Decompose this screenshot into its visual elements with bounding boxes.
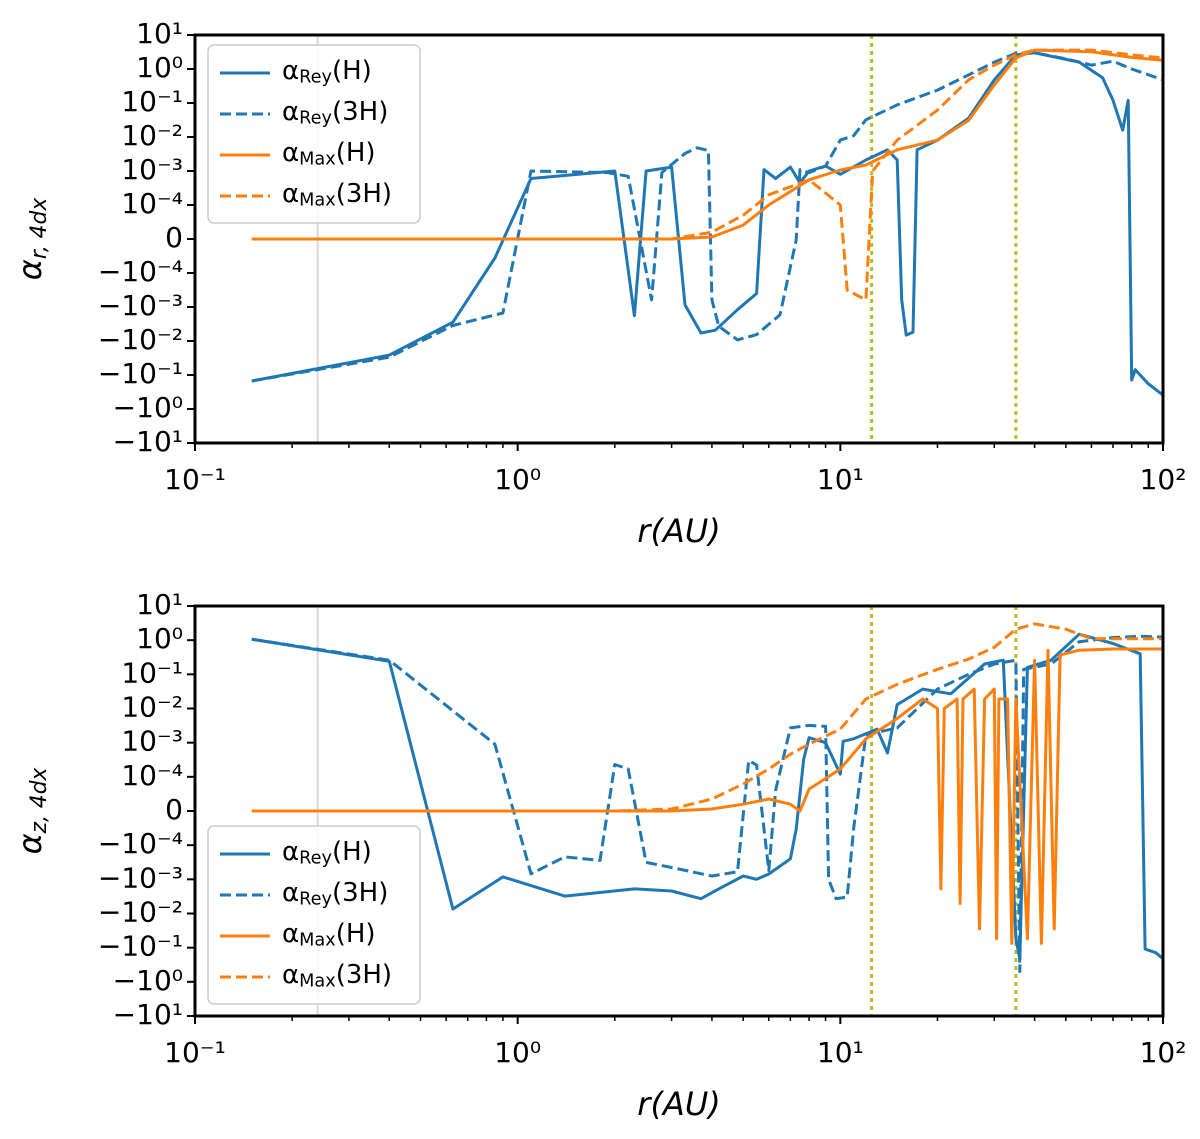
series-line bbox=[251, 634, 1163, 973]
x-tick-label: 10⁰ bbox=[494, 463, 541, 496]
y-tick-label: 10⁻¹ bbox=[121, 656, 183, 689]
y-tick-label: 10⁻⁴ bbox=[121, 759, 183, 792]
y-tick-label: −10⁻¹ bbox=[98, 930, 183, 963]
y-tick-label: −10¹ bbox=[113, 425, 183, 458]
plot-lines bbox=[251, 48, 1163, 397]
y-tick-label: 10⁰ bbox=[136, 622, 183, 655]
legend-label: αMax(H) bbox=[282, 138, 376, 170]
series-line bbox=[251, 622, 1163, 813]
y-tick-label: −10⁻² bbox=[98, 896, 183, 929]
series-line bbox=[251, 647, 1163, 945]
legend-box bbox=[207, 44, 421, 224]
x-axis-label: r(AU) bbox=[637, 1085, 720, 1123]
legend-label: αMax(H) bbox=[282, 919, 376, 951]
legend-label: αRey(3H) bbox=[282, 878, 388, 910]
y-tick-label: −10¹ bbox=[113, 998, 183, 1031]
y-tick-label: 0 bbox=[165, 221, 183, 254]
legend-label: αMax(3H) bbox=[282, 960, 392, 992]
legend-label: αRey(H) bbox=[282, 56, 372, 88]
y-tick-label: −10⁻² bbox=[98, 323, 183, 356]
y-tick-label: −10⁻³ bbox=[98, 289, 183, 322]
y-tick-label: −10⁰ bbox=[113, 964, 183, 997]
y-tick-label: −10⁻⁴ bbox=[98, 255, 183, 288]
legend-label: αRey(3H) bbox=[282, 97, 388, 129]
y-tick-label: 10⁻⁴ bbox=[121, 187, 183, 220]
y-tick-label: 10⁻² bbox=[121, 119, 183, 152]
x-tick-label: 10⁰ bbox=[494, 1036, 541, 1069]
y-axis-label: αz, 4dx bbox=[11, 766, 52, 854]
y-tick-label: 10⁰ bbox=[136, 51, 183, 84]
y-tick-label: 10¹ bbox=[136, 588, 183, 621]
x-tick-label: 10⁻¹ bbox=[164, 1036, 226, 1069]
x-axis-label: r(AU) bbox=[637, 512, 720, 550]
x-tick-label: 10² bbox=[1140, 1036, 1187, 1069]
y-tick-label: 0 bbox=[165, 793, 183, 826]
plot-lines bbox=[251, 622, 1163, 973]
y-tick-label: 10⁻³ bbox=[121, 153, 183, 186]
legend-label: αMax(3H) bbox=[282, 179, 392, 211]
y-tick-label: 10⁻³ bbox=[121, 725, 183, 758]
series-line bbox=[251, 632, 1163, 961]
x-tick-label: 10¹ bbox=[817, 1036, 864, 1069]
x-tick-label: 10⁻¹ bbox=[164, 463, 226, 496]
series-line bbox=[251, 48, 1163, 302]
y-tick-label: −10⁻³ bbox=[98, 861, 183, 894]
y-tick-label: 10¹ bbox=[136, 17, 183, 50]
y-tick-label: −10⁰ bbox=[113, 391, 183, 424]
legend-label: αRey(H) bbox=[282, 837, 372, 869]
x-tick-label: 10¹ bbox=[817, 463, 864, 496]
y-tick-label: 10⁻² bbox=[121, 691, 183, 724]
y-axis-label: αr, 4dx bbox=[11, 197, 52, 281]
legend-box bbox=[207, 825, 421, 1005]
y-tick-label: −10⁻¹ bbox=[98, 357, 183, 390]
x-tick-label: 10² bbox=[1140, 463, 1187, 496]
y-tick-label: −10⁻⁴ bbox=[98, 827, 183, 860]
y-tick-label: 10⁻¹ bbox=[121, 85, 183, 118]
